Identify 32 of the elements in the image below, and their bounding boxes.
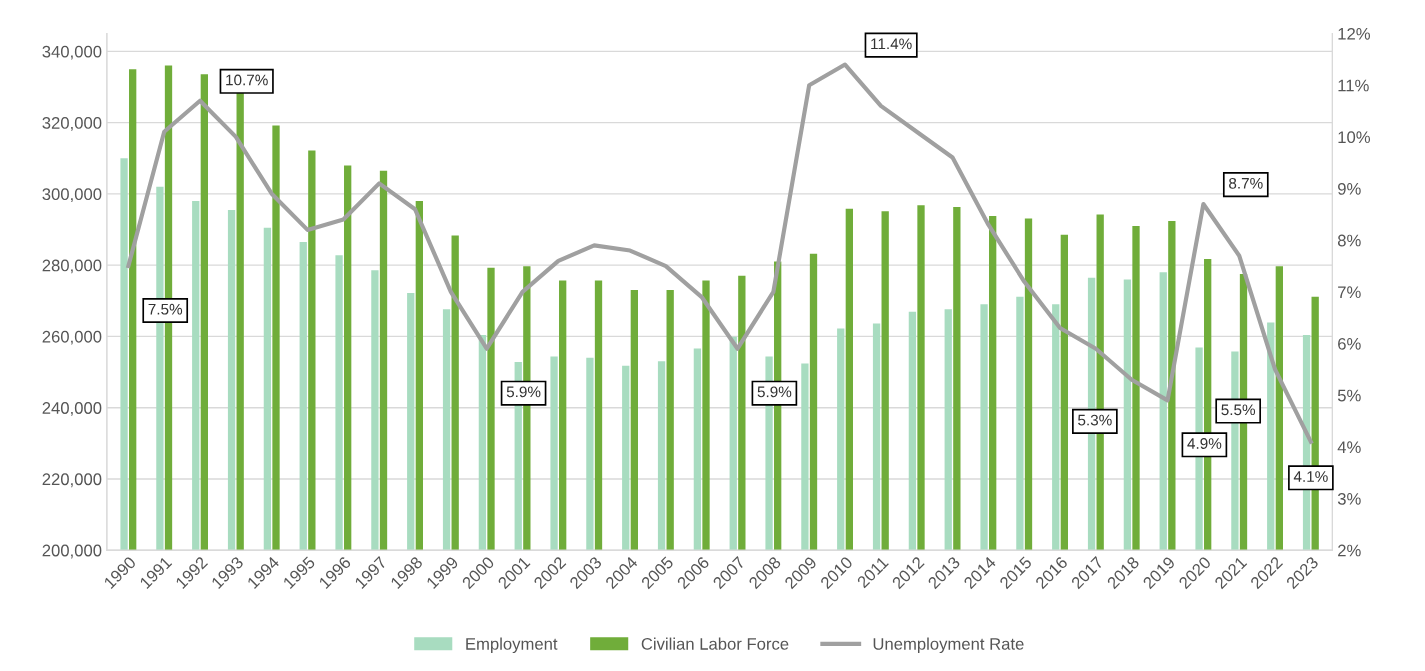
legend-label: Employment: [466, 637, 558, 654]
data-label: 4.9%: [1187, 438, 1222, 449]
y2-tick-label: 9%: [1338, 182, 1361, 195]
y2-tick-label: 10%: [1338, 131, 1370, 144]
y-tick-label: 220,000: [42, 473, 102, 488]
y2-tick-label: 6%: [1338, 337, 1361, 350]
y-tick-label: 300,000: [42, 188, 102, 203]
data-label: 5.3%: [1078, 414, 1112, 426]
y2-tick-label: 12%: [1338, 27, 1370, 40]
y2-tick-label: 11%: [1338, 79, 1369, 92]
y-tick-label: 260,000: [42, 330, 102, 345]
data-label: 10.7%: [226, 74, 268, 86]
y2-tick-label: 5%: [1337, 389, 1361, 402]
y-tick-label: 280,000: [42, 259, 102, 274]
data-label: 4.1%: [1293, 471, 1328, 482]
y-tick-label: 320,000: [42, 117, 102, 131]
y2-tick-label: 3%: [1337, 492, 1361, 505]
y-tick-label: 340,000: [42, 45, 102, 60]
y-tick-label: 240,000: [42, 402, 102, 416]
data-label: 7.5%: [148, 303, 183, 315]
data-label: 5.5%: [1221, 404, 1256, 416]
data-label: 11.4%: [871, 38, 912, 50]
y2-tick-label: 8%: [1337, 234, 1361, 247]
legend-label: Civilian Labor Force: [641, 637, 789, 650]
data-label: 8.7%: [1229, 177, 1263, 189]
y2-tick-label: 4%: [1337, 441, 1361, 454]
y2-tick-label: 2%: [1338, 544, 1361, 557]
y-tick-label: 200,000: [42, 544, 102, 559]
data-label: 5.9%: [506, 386, 541, 398]
data-label: 5.9%: [757, 386, 792, 398]
y2-tick-label: 7%: [1338, 286, 1361, 299]
legend-label: Unemployment Rate: [873, 637, 1024, 654]
